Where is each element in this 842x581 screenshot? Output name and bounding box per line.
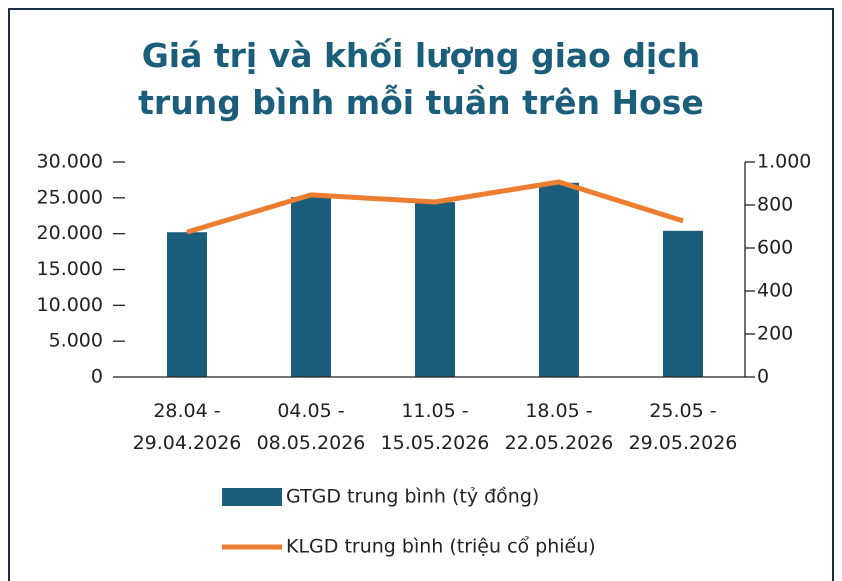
legend-label: KLGD trung bình (triệu cổ phiếu) — [286, 536, 596, 558]
y-tick-label: 10.000 — [37, 294, 103, 316]
legend-label: GTGD trung bình (tỷ đồng) — [286, 486, 539, 508]
y2-tick-label: 0 — [757, 366, 769, 388]
line — [186, 179, 684, 235]
y2-tick-label: 400 — [757, 280, 793, 302]
legend-swatch — [222, 488, 282, 506]
bar — [291, 197, 331, 377]
bar — [167, 232, 207, 377]
y-tick-label: 5.000 — [49, 330, 103, 352]
y2-tick-label: 200 — [757, 323, 793, 345]
x-tick-label: 28.04 - 29.04.2026 — [132, 400, 242, 454]
y-tick-label: 20.000 — [37, 222, 103, 244]
bar — [415, 202, 455, 377]
y-tick-label: 15.000 — [37, 258, 103, 280]
chart-title: Giá trị và khối lượng giao dịch trung bì… — [138, 36, 704, 122]
x-tick-label: 18.05 - 22.05.2026 — [504, 400, 614, 454]
x-tick-label: 04.05 - 08.05.2026 — [256, 400, 366, 454]
x-tick-label: 11.05 - 15.05.2026 — [380, 400, 490, 454]
y-tick-label: 0 — [91, 366, 103, 388]
y-tick-label: 25.000 — [37, 186, 103, 208]
y-tick-label: 30.000 — [37, 151, 103, 173]
y2-tick-label: 600 — [757, 237, 793, 259]
y2-tick-label: 800 — [757, 194, 793, 216]
bar — [663, 230, 703, 377]
bar — [539, 182, 579, 377]
frame — [8, 8, 834, 581]
x-tick-label: 25.05 - 29.05.2026 — [628, 400, 738, 454]
y2-tick-label: 1.000 — [757, 151, 811, 173]
